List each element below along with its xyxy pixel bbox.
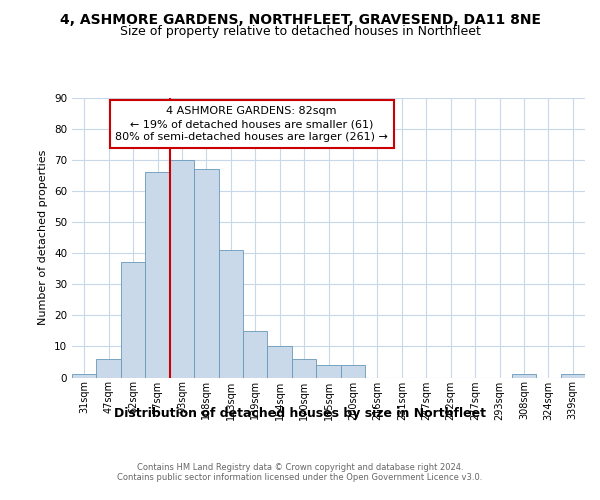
Bar	[72, 374, 97, 378]
Bar	[512, 374, 536, 378]
Bar	[145, 172, 170, 378]
Text: Contains HM Land Registry data © Crown copyright and database right 2024.
Contai: Contains HM Land Registry data © Crown c…	[118, 462, 482, 482]
Text: 4, ASHMORE GARDENS, NORTHFLEET, GRAVESEND, DA11 8NE: 4, ASHMORE GARDENS, NORTHFLEET, GRAVESEN…	[59, 12, 541, 26]
Bar	[97, 359, 121, 378]
Text: 4 ASHMORE GARDENS: 82sqm
← 19% of detached houses are smaller (61)
80% of semi-d: 4 ASHMORE GARDENS: 82sqm ← 19% of detach…	[115, 106, 388, 142]
Bar	[243, 331, 268, 378]
Bar	[170, 160, 194, 378]
Bar	[194, 169, 218, 378]
Y-axis label: Number of detached properties: Number of detached properties	[38, 150, 49, 325]
Text: Size of property relative to detached houses in Northfleet: Size of property relative to detached ho…	[119, 25, 481, 38]
Bar	[341, 365, 365, 378]
Bar	[121, 262, 145, 378]
Bar	[218, 250, 243, 378]
Bar	[316, 365, 341, 378]
Bar	[292, 359, 316, 378]
Bar	[560, 374, 585, 378]
Bar	[268, 346, 292, 378]
Text: Distribution of detached houses by size in Northfleet: Distribution of detached houses by size …	[114, 408, 486, 420]
